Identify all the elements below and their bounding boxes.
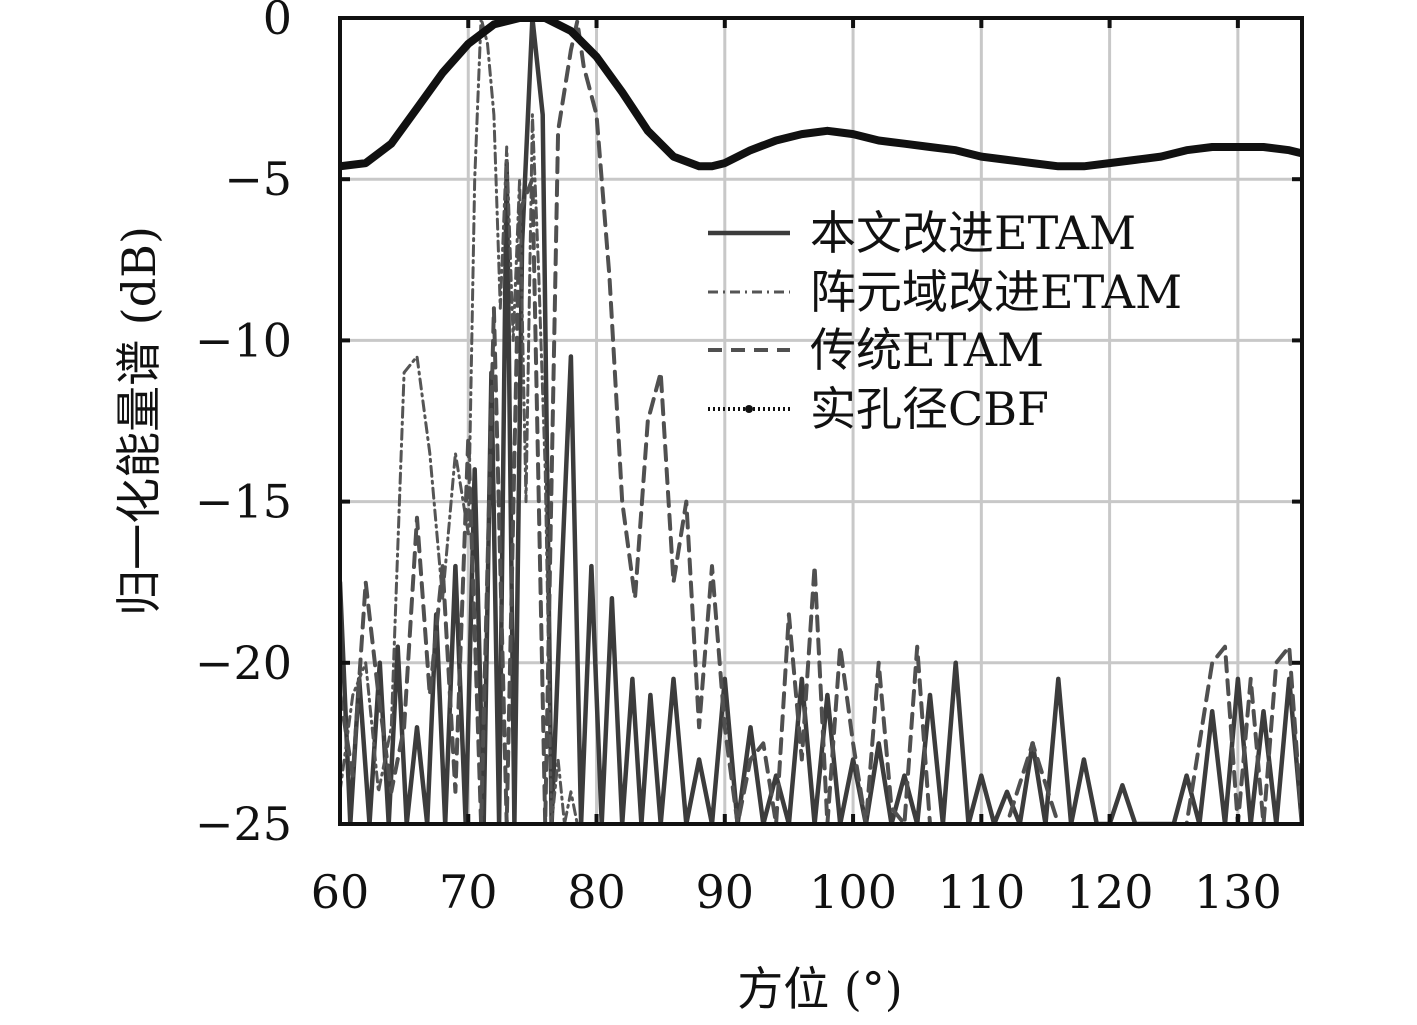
x-tick-label: 120 <box>1066 865 1154 919</box>
series-line-1 <box>340 18 1302 824</box>
series-line-2 <box>340 18 1302 824</box>
x-axis-title: 方位 (°) <box>737 962 903 1016</box>
y-axis-title: 归一化能量谱 (dB) <box>112 226 166 616</box>
legend-label-4: 实孔径CBF <box>810 382 1049 436</box>
x-tick-label: 100 <box>809 865 897 919</box>
ticks <box>338 16 1302 826</box>
x-tick-label: 110 <box>937 865 1025 919</box>
x-tick-label: 90 <box>696 865 755 919</box>
y-tick-label: −5 <box>224 152 292 206</box>
y-tick-label: −25 <box>195 797 292 851</box>
legend-label-2: 阵元域改进ETAM <box>810 265 1182 319</box>
y-tick-label: −10 <box>195 313 292 367</box>
legend-marker <box>745 405 753 413</box>
plot-frame <box>338 16 1304 826</box>
x-tick-label: 130 <box>1194 865 1282 919</box>
y-tick-label: −15 <box>195 475 292 529</box>
legend-label-3: 传统ETAM <box>810 323 1044 377</box>
tick-labels: 60 70 80 90 100 110 120 130 0 −5 −10 −15 −20 −25 <box>195 0 1282 919</box>
x-tick-label: 80 <box>567 865 626 919</box>
series-line-3 <box>340 19 1302 824</box>
x-tick-label: 70 <box>439 865 498 919</box>
legend-label-1: 本文改进ETAM <box>810 206 1136 260</box>
series-line-4 <box>340 18 1302 171</box>
x-tick-label: 60 <box>311 865 370 919</box>
y-tick-label: 0 <box>263 0 292 45</box>
y-tick-label: −20 <box>195 636 292 690</box>
series-layer <box>340 18 1302 824</box>
